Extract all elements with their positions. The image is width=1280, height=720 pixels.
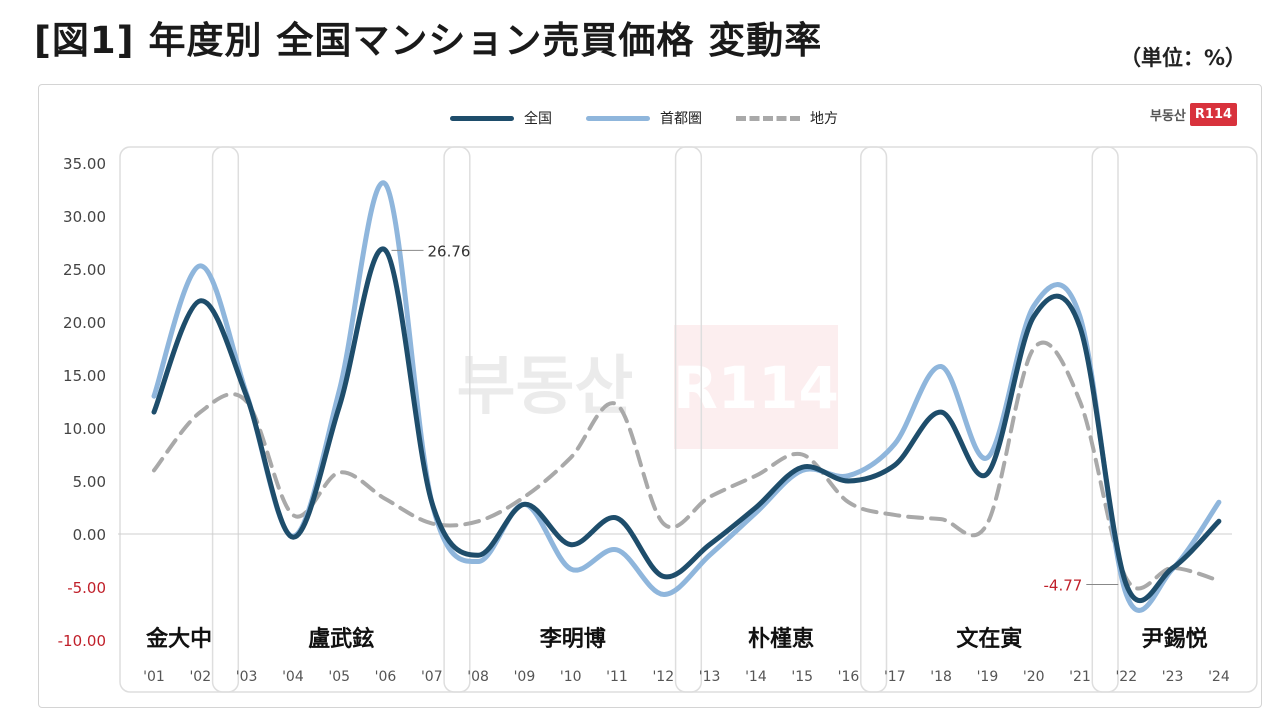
x-tick-label-23: '24 bbox=[1208, 669, 1230, 685]
period-box-1 bbox=[211, 146, 471, 693]
x-tick-label-4: '05 bbox=[328, 669, 350, 685]
brand-logo: 부동산 R114 bbox=[1150, 103, 1238, 126]
y-tick-label-2: 25.00 bbox=[63, 261, 106, 279]
legend-swatch-capital bbox=[586, 115, 650, 121]
legend-label-national: 全国 bbox=[524, 111, 552, 127]
legend: 全国 首都圏 地方 bbox=[450, 108, 860, 128]
period-label-3: 朴槿恵 bbox=[748, 626, 814, 652]
legend-item-capital: 首都圏 bbox=[586, 108, 702, 128]
x-tick-label-8: '09 bbox=[514, 669, 536, 685]
y-tick-label-6: 5.00 bbox=[73, 473, 106, 491]
y-tick-label-3: 20.00 bbox=[63, 314, 106, 332]
x-tick-label-14: '15 bbox=[791, 669, 813, 685]
x-tick-label-16: '17 bbox=[884, 669, 906, 685]
chart-title: [図1] 年度別 全国マンション売買価格 変動率 bbox=[34, 19, 823, 62]
period-box-2 bbox=[443, 146, 703, 693]
brand-logo-code: R114 bbox=[1189, 103, 1238, 126]
unit-label: （単位：%） bbox=[1119, 46, 1246, 70]
y-tick-label-0: 35.00 bbox=[63, 155, 106, 173]
watermark-korean: 부동산 bbox=[457, 350, 634, 424]
period-label-5: 尹錫悦 bbox=[1142, 626, 1208, 652]
y-tick-label-7: 0.00 bbox=[73, 526, 106, 544]
chart-frame bbox=[38, 84, 1262, 708]
legend-label-regional: 地方 bbox=[810, 111, 838, 127]
x-tick-label-10: '11 bbox=[606, 669, 628, 685]
x-tick-label-12: '13 bbox=[699, 669, 721, 685]
x-tick-label-5: '06 bbox=[375, 669, 397, 685]
x-tick-label-19: '20 bbox=[1023, 669, 1045, 685]
y-tick-label-4: 15.00 bbox=[63, 367, 106, 385]
period-label-4: 文在寅 bbox=[956, 626, 1022, 652]
y-tick-label-8: -5.00 bbox=[67, 579, 106, 597]
period-label-1: 盧武鉉 bbox=[308, 626, 374, 652]
x-tick-label-0: '01 bbox=[143, 669, 165, 685]
x-tick-label-21: '22 bbox=[1115, 669, 1137, 685]
x-tick-label-9: '10 bbox=[560, 669, 582, 685]
x-tick-label-20: '21 bbox=[1069, 669, 1091, 685]
legend-item-national: 全国 bbox=[450, 108, 552, 128]
brand-logo-korean: 부동산 bbox=[1150, 109, 1186, 124]
period-label-2: 李明博 bbox=[539, 626, 606, 652]
watermark: 부동산 R114 bbox=[457, 325, 839, 449]
series-line-national bbox=[151, 246, 1222, 604]
x-tick-label-7: '08 bbox=[467, 669, 489, 685]
legend-item-regional: 地方 bbox=[736, 108, 838, 128]
x-tick-label-1: '02 bbox=[189, 669, 211, 685]
legend-swatch-national bbox=[450, 115, 514, 121]
annotation-label-1: -4.77 bbox=[1043, 577, 1082, 595]
legend-label-capital: 首都圏 bbox=[660, 111, 702, 127]
series-line-regional bbox=[152, 340, 1221, 591]
legend-swatch-regional bbox=[736, 115, 800, 121]
period-box-0 bbox=[119, 146, 240, 693]
y-tick-label-5: 10.00 bbox=[63, 420, 106, 438]
x-tick-label-13: '14 bbox=[745, 669, 767, 685]
x-tick-label-18: '19 bbox=[977, 669, 999, 685]
y-tick-label-9: -10.00 bbox=[58, 632, 106, 650]
period-box-4 bbox=[860, 146, 1119, 693]
period-box-3 bbox=[674, 146, 888, 693]
x-tick-label-22: '23 bbox=[1162, 669, 1184, 685]
x-tick-label-6: '07 bbox=[421, 669, 443, 685]
x-tick-label-3: '04 bbox=[282, 669, 304, 685]
x-tick-label-11: '12 bbox=[652, 669, 674, 685]
period-box-5 bbox=[1091, 146, 1258, 693]
period-label-0: 金大中 bbox=[145, 626, 212, 652]
annotation-label-0: 26.76 bbox=[428, 242, 471, 260]
x-tick-label-15: '16 bbox=[838, 669, 860, 685]
x-tick-label-2: '03 bbox=[236, 669, 258, 685]
x-tick-label-17: '18 bbox=[930, 669, 952, 685]
y-tick-label-1: 30.00 bbox=[63, 208, 106, 226]
watermark-code: R114 bbox=[673, 354, 839, 422]
